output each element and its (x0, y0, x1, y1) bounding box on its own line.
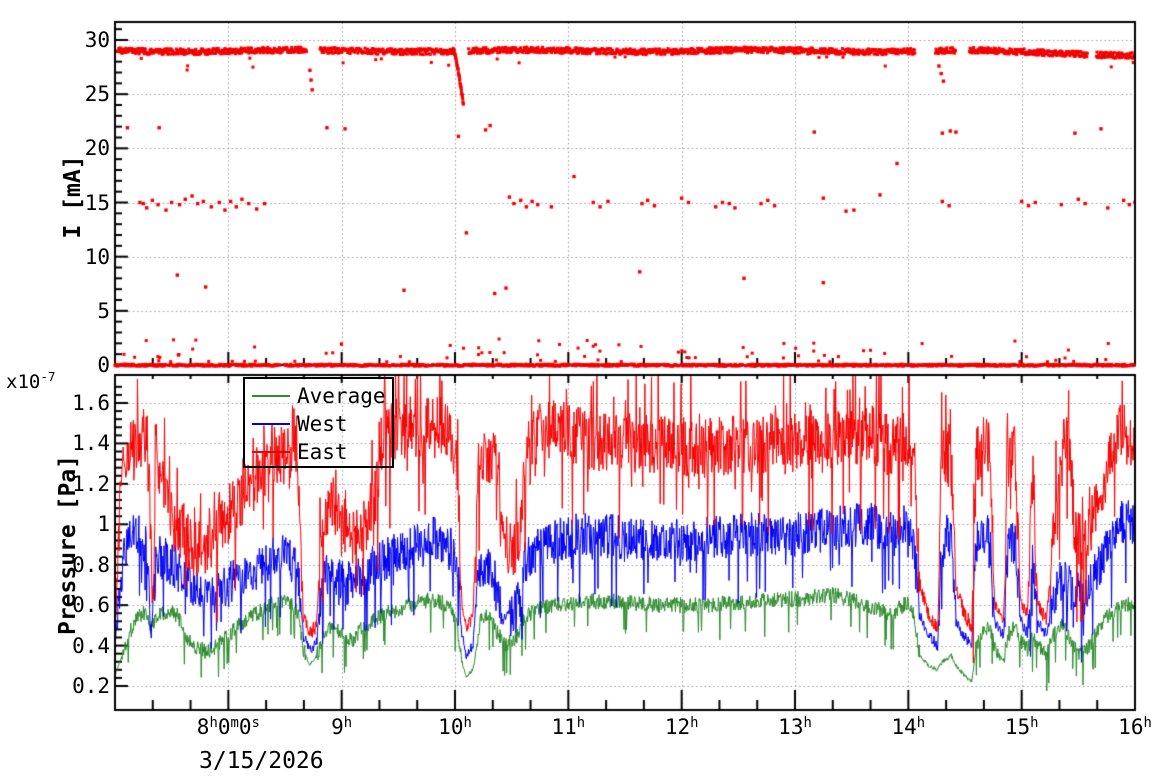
legend-label-east: East (297, 439, 348, 464)
top-y-tick-label: 30 (84, 28, 110, 52)
x-tick-label: 12h (664, 714, 699, 739)
x-tick-label: 10h (438, 714, 472, 739)
y-axis-multiplier: x10-7 (6, 369, 56, 393)
x-tick-label: 11h (551, 714, 586, 739)
x-tick-text: 9 (331, 715, 344, 739)
x-tick-unit: m (230, 714, 239, 731)
x-tick-text: 16 (1118, 715, 1144, 739)
x-tick-label: 14h (891, 714, 926, 739)
legend-entry-east: East (252, 438, 392, 466)
x-tick-text: 10 (438, 715, 464, 739)
x-tick-unit: h (690, 714, 699, 731)
x-tick-text: 14 (891, 715, 917, 739)
x-tick-label: 16h (1118, 714, 1152, 739)
x-tick-text: 13 (778, 715, 804, 739)
x-tick-label: 8h0m0s (196, 714, 260, 739)
multiplier-exponent: -7 (40, 369, 56, 385)
top-y-tick-label: 15 (84, 190, 110, 215)
x-tick-text: 15 (1004, 715, 1031, 739)
bottom-y-tick-label: 0.4 (72, 633, 110, 658)
x-tick-unit: h (916, 714, 926, 731)
x-tick-text: 0 (217, 715, 231, 739)
bottom-y-tick-label: 0.2 (72, 674, 110, 698)
bottom-y-tick-label: 1 (97, 512, 110, 537)
x-tick-text: 8 (196, 715, 210, 739)
top-y-tick-label: 10 (84, 244, 110, 269)
x-tick-unit: h (803, 714, 812, 731)
x-tick-unit: h (343, 714, 353, 731)
bottom-y-tick-label: 0.8 (72, 552, 110, 577)
multiplier-base: x10 (6, 371, 41, 393)
x-tick-unit: h (1030, 714, 1039, 731)
legend-box: Average West East (243, 377, 394, 468)
date-label: 3/15/2026 (199, 748, 324, 774)
x-tick-unit: h (576, 714, 586, 731)
legend-label-average: Average (297, 383, 386, 408)
x-tick-unit: s (251, 714, 260, 731)
x-tick-label: 13h (778, 714, 812, 739)
legend-line-east-icon (252, 451, 290, 453)
legend-line-west-icon (252, 423, 290, 425)
x-tick-text: 11 (551, 715, 577, 739)
top-y-tick-label: 20 (84, 136, 110, 161)
x-tick-unit: h (463, 714, 472, 731)
x-tick-text: 12 (664, 715, 691, 739)
legend-label-west: West (297, 411, 348, 436)
bottom-y-tick-label: 1.2 (72, 471, 110, 496)
x-tick-label: 15h (1004, 714, 1039, 739)
top-y-tick-label: 25 (84, 82, 110, 107)
bottom-y-tick-label: 1.4 (72, 431, 110, 456)
bottom-y-tick-label: 0.6 (72, 593, 110, 618)
bottom-y-tick-label: 1.6 (72, 391, 110, 415)
top-y-tick-label: 0 (97, 353, 110, 377)
x-tick-unit: h (1143, 714, 1152, 731)
x-tick-unit: h (209, 714, 218, 731)
legend-line-average-icon (252, 395, 290, 397)
legend-entry-average: Average (252, 382, 392, 410)
top-y-tick-label: 5 (97, 298, 110, 323)
x-tick-label: 9h (331, 714, 353, 739)
legend-entry-west: West (252, 410, 392, 438)
x-tick-text: 0 (238, 715, 252, 739)
